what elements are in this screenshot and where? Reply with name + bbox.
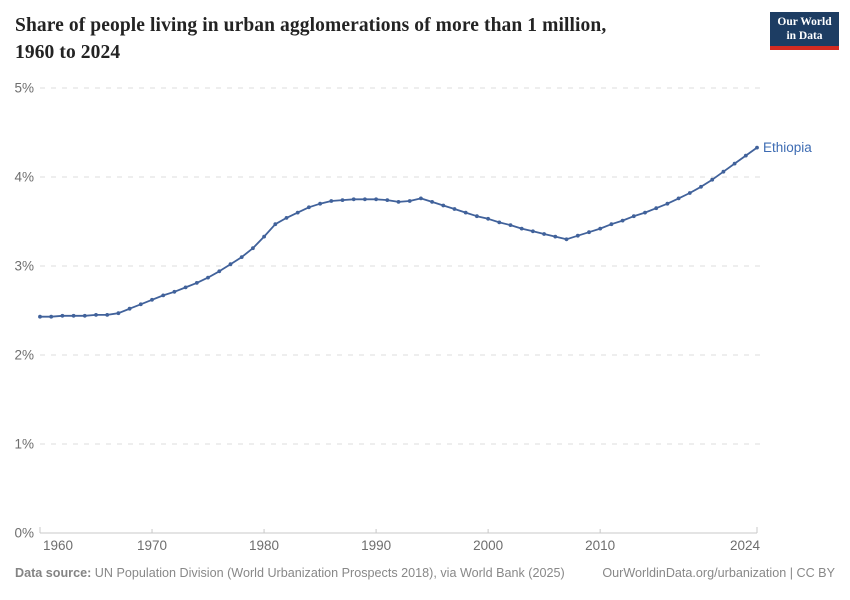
data-point[interactable] (273, 222, 278, 227)
page-title: Share of people living in urban agglomer… (15, 12, 735, 66)
x-tick-label: 2000 (473, 538, 503, 553)
data-point[interactable] (217, 269, 222, 274)
x-tick-label: 2010 (585, 538, 615, 553)
x-tick-label: 2024 (730, 538, 761, 553)
data-point[interactable] (374, 197, 378, 202)
data-point[interactable] (363, 197, 367, 202)
x-tick-label: 1990 (361, 538, 391, 553)
data-point[interactable] (407, 199, 412, 203)
data-point[interactable] (553, 234, 558, 239)
series-line (39, 146, 758, 318)
data-point[interactable] (251, 246, 255, 251)
data-point[interactable] (284, 216, 289, 220)
y-tick-label: 2% (14, 348, 34, 363)
data-point[interactable] (307, 205, 311, 210)
data-point[interactable] (194, 281, 199, 285)
data-point[interactable] (519, 226, 524, 231)
title-line-2: 1960 to 2024 (15, 42, 121, 63)
title-line-1: Share of people living in urban agglomer… (15, 15, 607, 36)
data-point[interactable] (743, 153, 748, 158)
data-point[interactable] (486, 216, 490, 221)
data-point[interactable] (116, 311, 121, 316)
data-point[interactable] (318, 201, 322, 206)
data-point[interactable] (587, 230, 591, 235)
data-point[interactable] (82, 313, 87, 318)
data-point[interactable] (665, 201, 670, 206)
data-point[interactable] (172, 289, 177, 294)
data-point[interactable] (531, 229, 535, 234)
data-point[interactable] (60, 313, 65, 318)
data-point[interactable] (463, 210, 468, 215)
data-point[interactable] (161, 293, 166, 298)
data-point[interactable] (609, 222, 614, 227)
data-point[interactable] (497, 220, 502, 225)
footer-license-link[interactable]: OurWorldinData.org/urbanization | CC BY (602, 566, 835, 580)
data-point[interactable] (732, 161, 737, 166)
data-point[interactable] (542, 232, 546, 236)
data-point[interactable] (105, 313, 110, 317)
data-point[interactable] (150, 297, 154, 302)
data-source-note: Data source: UN Population Division (Wor… (15, 566, 565, 582)
data-point[interactable] (38, 314, 42, 319)
chart-footer: Data source: UN Population Division (Wor… (15, 566, 835, 582)
data-point[interactable] (508, 223, 513, 228)
y-tick-label: 4% (14, 170, 34, 185)
data-source-text: UN Population Division (World Urbanizati… (91, 566, 565, 580)
data-point[interactable] (564, 237, 569, 242)
owid-logo-line-2: in Data (786, 29, 823, 42)
x-tick-label: 1970 (137, 538, 167, 553)
data-point[interactable] (699, 184, 703, 189)
y-tick-label: 3% (14, 259, 34, 274)
data-point[interactable] (452, 207, 457, 211)
data-point[interactable] (138, 302, 143, 307)
data-point[interactable] (385, 198, 390, 203)
data-point[interactable] (721, 169, 726, 174)
data-point[interactable] (620, 218, 625, 223)
y-tick-label: 1% (14, 437, 34, 452)
data-point[interactable] (419, 196, 423, 201)
data-point[interactable] (94, 313, 98, 317)
data-point[interactable] (575, 233, 580, 238)
data-point[interactable] (710, 177, 715, 182)
data-point[interactable] (598, 226, 603, 231)
y-tick-label: 5% (14, 81, 34, 96)
data-point[interactable] (441, 203, 446, 208)
data-point[interactable] (340, 198, 345, 203)
data-point[interactable] (430, 200, 434, 204)
data-point[interactable] (329, 199, 334, 203)
data-point[interactable] (396, 200, 401, 204)
data-point[interactable] (475, 214, 479, 219)
x-tick-label: 1980 (249, 538, 279, 553)
data-point[interactable] (676, 196, 681, 201)
data-point[interactable] (643, 210, 647, 215)
x-tick-label: 1960 (43, 538, 73, 553)
data-point[interactable] (49, 314, 54, 319)
data-point[interactable] (239, 255, 244, 259)
data-point[interactable] (631, 214, 636, 219)
data-point[interactable] (183, 285, 188, 290)
series-end-label[interactable]: Ethiopia (763, 140, 812, 155)
data-point[interactable] (228, 262, 233, 267)
data-point[interactable] (654, 206, 659, 211)
y-tick-label: 0% (14, 526, 34, 541)
data-source-label: Data source: (15, 566, 92, 580)
data-point[interactable] (687, 191, 692, 195)
owid-logo[interactable]: Our World in Data (770, 12, 839, 50)
data-point[interactable] (127, 306, 132, 311)
data-point[interactable] (71, 313, 76, 318)
data-point[interactable] (755, 145, 759, 150)
data-point[interactable] (295, 210, 300, 215)
owid-logo-line-1: Our World (777, 16, 832, 28)
data-point[interactable] (206, 275, 210, 280)
data-point[interactable] (351, 197, 356, 202)
data-point[interactable] (262, 234, 266, 239)
